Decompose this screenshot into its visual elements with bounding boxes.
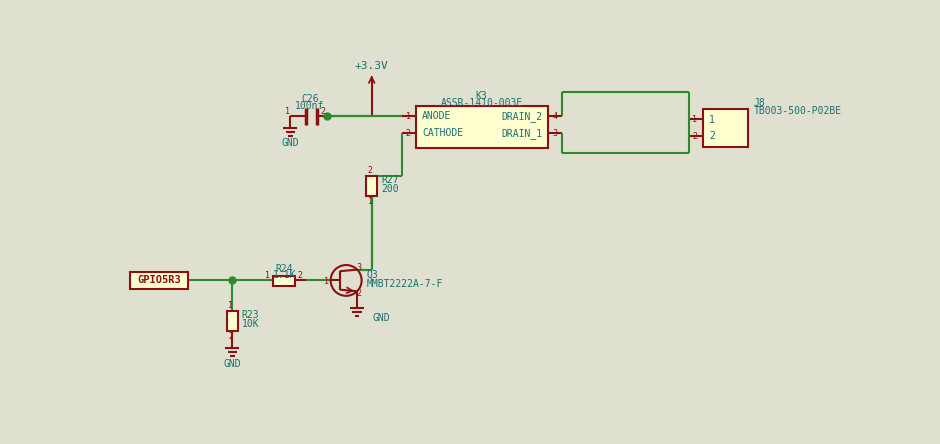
Text: ANODE: ANODE bbox=[422, 111, 451, 121]
Text: GND: GND bbox=[224, 359, 241, 369]
Bar bbox=[415, 106, 548, 148]
Text: ASSR-1410-003E: ASSR-1410-003E bbox=[441, 98, 523, 107]
Text: 1: 1 bbox=[406, 112, 411, 121]
FancyBboxPatch shape bbox=[131, 272, 188, 289]
Text: 2: 2 bbox=[298, 270, 303, 280]
Text: +3.3V: +3.3V bbox=[354, 61, 388, 71]
Text: MMBT2222A-7-F: MMBT2222A-7-F bbox=[367, 278, 443, 289]
Text: 1: 1 bbox=[324, 278, 329, 286]
Text: 10K: 10K bbox=[242, 319, 259, 329]
Text: 2: 2 bbox=[321, 107, 325, 115]
Text: 2: 2 bbox=[709, 131, 714, 142]
Text: 1.1K: 1.1K bbox=[273, 270, 296, 280]
Text: C26: C26 bbox=[301, 95, 319, 104]
Text: 1: 1 bbox=[709, 115, 714, 124]
Text: 200: 200 bbox=[381, 184, 399, 194]
Text: GND: GND bbox=[372, 313, 390, 323]
Text: DRAIN_1: DRAIN_1 bbox=[502, 128, 543, 139]
Text: 3: 3 bbox=[357, 263, 362, 272]
Text: 2: 2 bbox=[693, 132, 697, 141]
Text: 1: 1 bbox=[693, 115, 697, 124]
Text: 100nf: 100nf bbox=[295, 101, 324, 111]
Text: 1: 1 bbox=[285, 107, 290, 115]
Text: K3: K3 bbox=[476, 91, 488, 101]
Bar bbox=[274, 276, 295, 286]
Text: 1: 1 bbox=[265, 270, 271, 280]
Text: R23: R23 bbox=[242, 310, 259, 320]
Bar bbox=[227, 311, 238, 331]
Text: 3: 3 bbox=[553, 129, 557, 138]
Bar bbox=[367, 176, 377, 196]
Text: 2: 2 bbox=[368, 166, 372, 175]
Text: 2: 2 bbox=[406, 129, 411, 138]
Text: 1: 1 bbox=[228, 301, 233, 310]
Text: 1: 1 bbox=[368, 197, 372, 206]
Bar bbox=[702, 109, 747, 147]
Text: TB003-500-P02BE: TB003-500-P02BE bbox=[754, 106, 842, 116]
Text: GND: GND bbox=[281, 139, 299, 148]
Text: 4: 4 bbox=[553, 112, 557, 121]
Text: J8: J8 bbox=[754, 98, 765, 108]
Text: GPIO5R3: GPIO5R3 bbox=[137, 275, 181, 285]
Text: R24: R24 bbox=[275, 264, 293, 274]
Text: R27: R27 bbox=[381, 174, 399, 185]
Text: Q3: Q3 bbox=[367, 269, 378, 279]
Text: 2: 2 bbox=[228, 332, 233, 341]
Text: 2: 2 bbox=[357, 289, 362, 298]
Text: DRAIN_2: DRAIN_2 bbox=[502, 111, 543, 122]
Text: CATHODE: CATHODE bbox=[422, 128, 463, 139]
